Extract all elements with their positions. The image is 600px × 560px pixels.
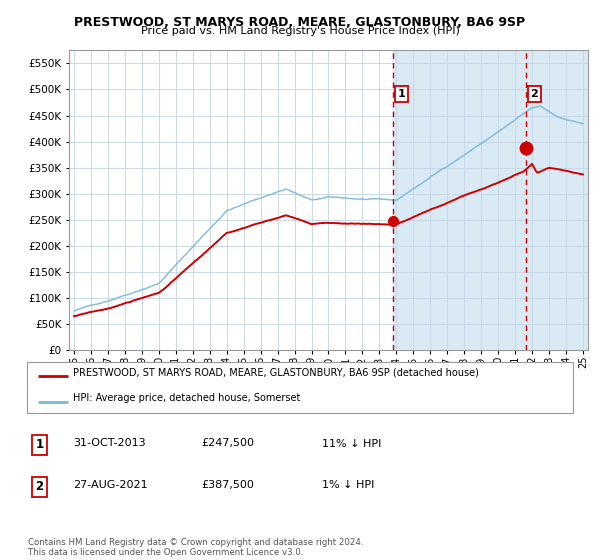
Text: 31-OCT-2013: 31-OCT-2013 xyxy=(73,438,146,449)
Text: 27-AUG-2021: 27-AUG-2021 xyxy=(73,480,148,490)
Text: PRESTWOOD, ST MARYS ROAD, MEARE, GLASTONBURY, BA6 9SP (detached house): PRESTWOOD, ST MARYS ROAD, MEARE, GLASTON… xyxy=(73,368,479,378)
Text: Contains HM Land Registry data © Crown copyright and database right 2024.
This d: Contains HM Land Registry data © Crown c… xyxy=(28,538,364,557)
Text: 2: 2 xyxy=(530,89,538,99)
Text: HPI: Average price, detached house, Somerset: HPI: Average price, detached house, Some… xyxy=(73,393,301,403)
Text: Price paid vs. HM Land Registry's House Price Index (HPI): Price paid vs. HM Land Registry's House … xyxy=(140,26,460,36)
Text: 1: 1 xyxy=(35,438,43,451)
Text: 2: 2 xyxy=(35,480,43,493)
Text: PRESTWOOD, ST MARYS ROAD, MEARE, GLASTONBURY, BA6 9SP: PRESTWOOD, ST MARYS ROAD, MEARE, GLASTON… xyxy=(74,16,526,29)
Text: 11% ↓ HPI: 11% ↓ HPI xyxy=(322,438,381,449)
Text: £247,500: £247,500 xyxy=(202,438,255,449)
Text: 1: 1 xyxy=(398,89,406,99)
FancyBboxPatch shape xyxy=(27,362,573,413)
Text: £387,500: £387,500 xyxy=(202,480,254,490)
Bar xyxy=(394,50,600,350)
Text: 1% ↓ HPI: 1% ↓ HPI xyxy=(322,480,374,490)
